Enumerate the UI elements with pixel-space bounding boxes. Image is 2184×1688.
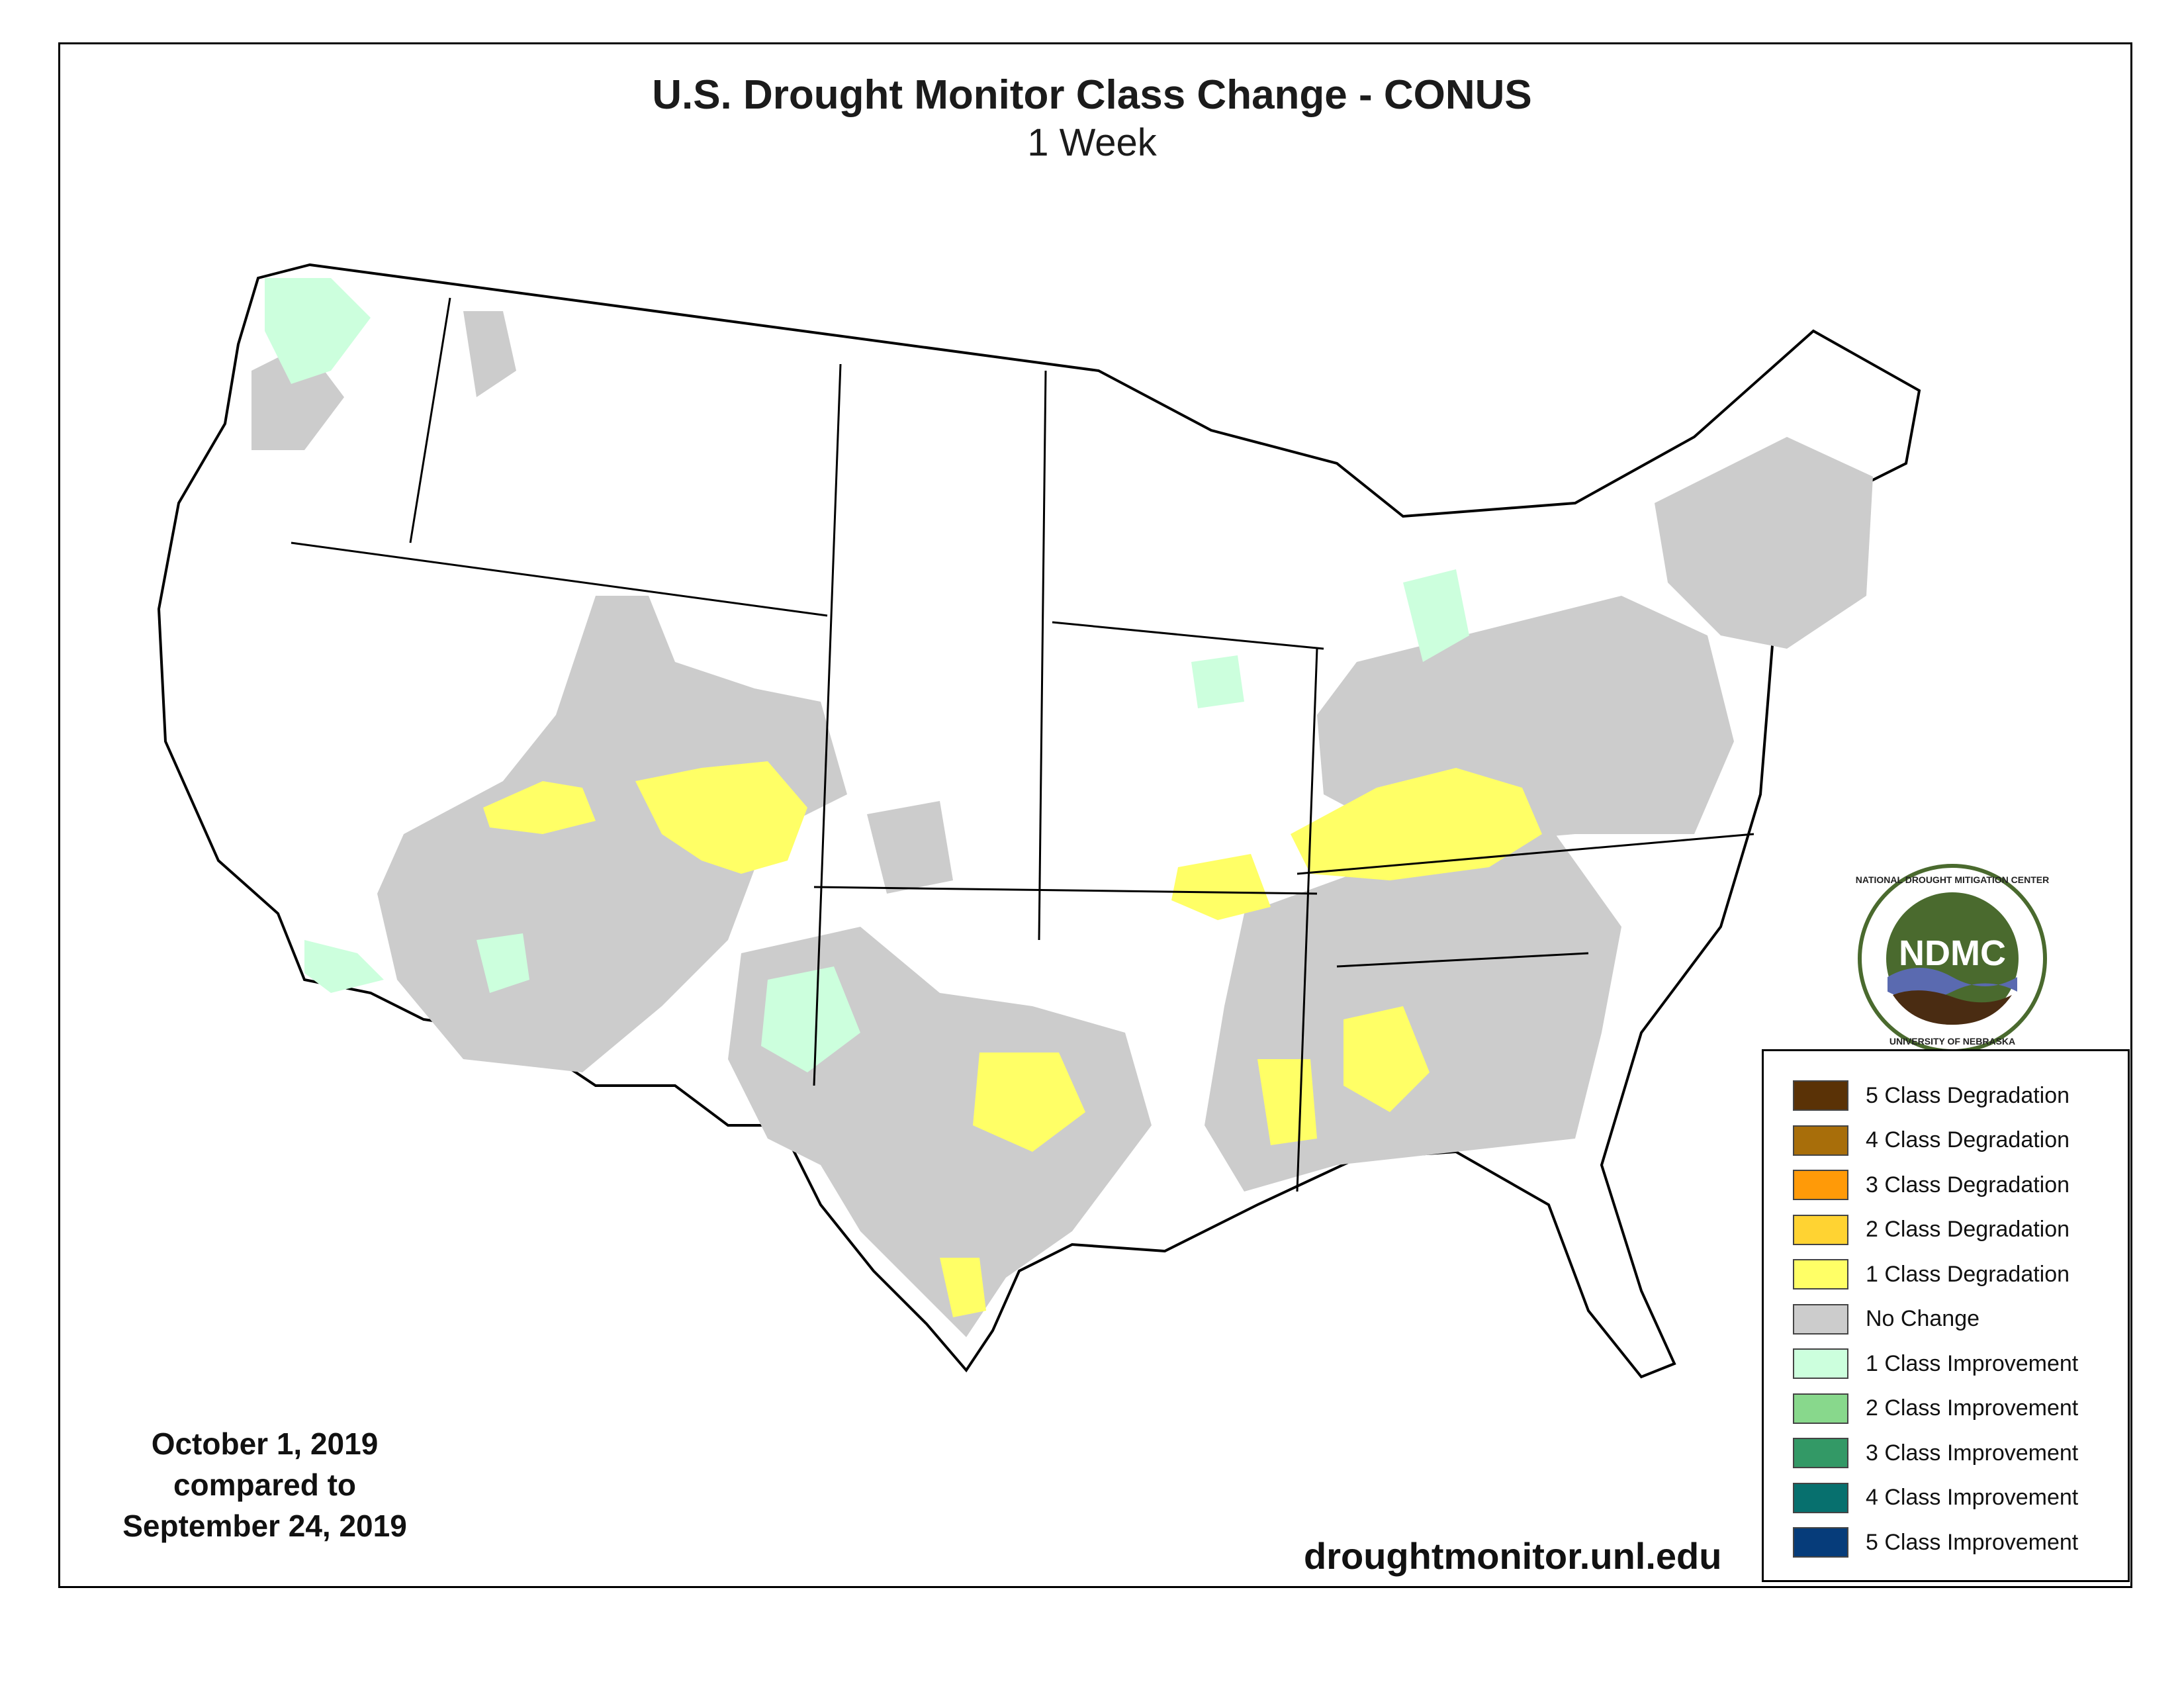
legend-item: 4 Class Improvement	[1793, 1481, 2078, 1515]
improvement-iowa	[1191, 655, 1244, 708]
legend-item: 5 Class Improvement	[1793, 1526, 2078, 1559]
logo-soil	[1893, 990, 2012, 1025]
border-west-3	[813, 363, 842, 1086]
legend-swatch	[1793, 1080, 1848, 1111]
degradation-areas	[483, 761, 1542, 1317]
border-west-2	[291, 541, 828, 617]
border-central-1	[1038, 370, 1047, 941]
improvement-new-mexico	[761, 966, 860, 1072]
degradation-missouri	[1171, 854, 1271, 920]
legend-label: 4 Class Degradation	[1866, 1127, 2070, 1152]
improvement-michigan	[1403, 569, 1469, 662]
legend-label: 5 Class Improvement	[1866, 1529, 2079, 1555]
legend-swatch	[1793, 1482, 1848, 1513]
border-east-1	[1296, 648, 1318, 1192]
map-title: U.S. Drought Monitor Class Change - CONU…	[652, 72, 1532, 118]
legend-swatch	[1793, 1393, 1848, 1424]
date-line-3: September 24, 2019	[122, 1509, 407, 1543]
legend-swatch	[1793, 1259, 1848, 1289]
degradation-colorado	[635, 761, 807, 874]
legend-label: 3 Class Degradation	[1866, 1172, 2070, 1197]
legend-item: 2 Class Improvement	[1793, 1392, 2078, 1425]
legend-swatch	[1793, 1348, 1848, 1379]
legend-item: 3 Class Improvement	[1793, 1436, 2078, 1470]
improvement-washington	[265, 278, 371, 384]
legend-label: 2 Class Degradation	[1866, 1217, 2070, 1242]
border-east-2	[1297, 833, 1754, 875]
legend-label: 2 Class Improvement	[1866, 1395, 2079, 1421]
degradation-kentucky-tennessee	[1291, 768, 1542, 880]
improvement-arizona	[477, 933, 529, 993]
legend-label: 3 Class Improvement	[1866, 1440, 2079, 1466]
border-central-3	[1052, 621, 1324, 650]
logo-ring-bottom: UNIVERSITY OF NEBRASKA	[1889, 1036, 2015, 1047]
state-boundaries	[291, 297, 1754, 1192]
degradation-south-texas	[940, 1258, 986, 1317]
legend-label: 1 Class Degradation	[1866, 1261, 2070, 1287]
legend-swatch	[1793, 1303, 1848, 1335]
legend-label: 4 Class Improvement	[1866, 1485, 2079, 1510]
legend-item: 5 Class Degradation	[1793, 1079, 2070, 1112]
date-block: October 1, 2019 compared to September 24…	[93, 1423, 437, 1546]
border-west-1	[409, 297, 451, 543]
improvement-areas	[265, 278, 1469, 1072]
map-subtitle: 1 Week	[1027, 121, 1157, 164]
improvement-california	[304, 940, 384, 993]
legend-swatch	[1793, 1214, 1848, 1245]
legend-swatch	[1793, 1527, 1848, 1558]
legend-item: 2 Class Degradation	[1793, 1213, 2070, 1246]
legend-item: 1 Class Degradation	[1793, 1258, 2070, 1291]
date-line-2: compared to	[173, 1468, 357, 1502]
degradation-texas	[973, 1053, 1085, 1152]
legend-item: 4 Class Degradation	[1793, 1124, 2070, 1157]
degradation-utah	[483, 781, 596, 834]
legend-label: 5 Class Degradation	[1866, 1082, 2070, 1108]
logo-ring-top: NATIONAL DROUGHT MITIGATION CENTER	[1856, 874, 2049, 885]
border-central-2	[813, 886, 1318, 895]
legend-item: 3 Class Degradation	[1793, 1168, 2070, 1201]
website-link[interactable]: droughtmonitor.unl.edu	[1304, 1535, 1722, 1577]
legend-label: No Change	[1866, 1306, 1980, 1331]
degradation-alabama	[1343, 1006, 1430, 1112]
ndmc-logo: NDMC NATIONAL DROUGHT MITIGATION CENTER …	[1856, 864, 2049, 1053]
border-east-3	[1336, 952, 1589, 968]
logo-text: NDMC	[1899, 933, 2006, 973]
no-change-idaho	[463, 311, 516, 397]
no-change-kansas	[867, 801, 953, 894]
legend-item: 1 Class Improvement	[1793, 1347, 2078, 1380]
legend: 5 Class Degradation 4 Class Degradation 3 …	[1762, 1049, 2130, 1582]
date-line-1: October 1, 2019	[151, 1427, 379, 1461]
legend-label: 1 Class Improvement	[1866, 1350, 2079, 1376]
legend-item: No Change	[1793, 1303, 1979, 1336]
no-change-northeast	[1655, 437, 1873, 649]
legend-swatch	[1793, 1170, 1848, 1200]
legend-swatch	[1793, 1438, 1848, 1468]
legend-swatch	[1793, 1125, 1848, 1156]
